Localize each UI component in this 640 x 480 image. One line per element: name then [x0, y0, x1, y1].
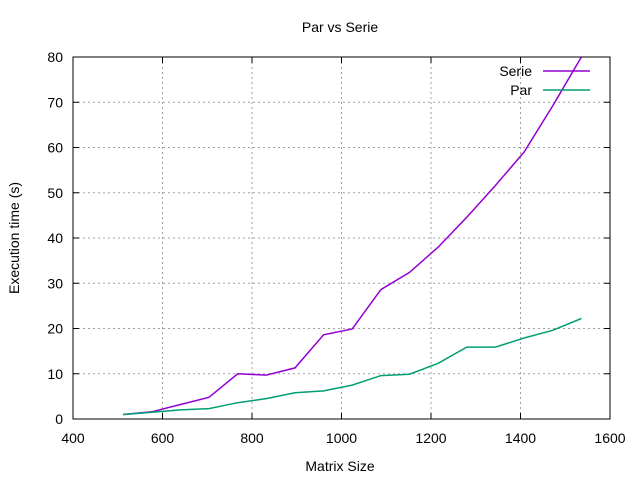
y-tick-label: 30: [47, 275, 63, 291]
y-tick-label: 60: [47, 140, 63, 156]
chart-title: Par vs Serie: [302, 19, 378, 35]
plot-border: [72, 56, 611, 420]
series-line-serie: [123, 56, 583, 416]
y-axis-ticks: 0 10 20 30 40 50 60 70 80: [47, 49, 610, 427]
x-tick-label: 800: [240, 430, 264, 446]
x-tick-label: 1400: [505, 430, 536, 446]
x-axis-ticks: 400 600 800 1000 1200 1400 1600: [61, 57, 626, 446]
legend-label-serie: Serie: [499, 63, 532, 79]
x-axis-label: Matrix Size: [305, 458, 374, 474]
y-tick-label: 10: [47, 366, 63, 382]
x-tick-label: 1200: [415, 430, 446, 446]
series-lines: [123, 56, 583, 416]
series-line-par: [123, 317, 582, 416]
x-tick-label: 600: [151, 430, 175, 446]
grid: [73, 57, 610, 419]
legend: Serie Par: [499, 63, 590, 98]
y-tick-label: 20: [47, 321, 63, 337]
legend-label-par: Par: [510, 82, 532, 98]
x-tick-label: 1600: [594, 430, 625, 446]
y-tick-label: 80: [47, 49, 63, 65]
x-tick-label: 1000: [326, 430, 357, 446]
y-tick-label: 70: [47, 94, 63, 110]
y-tick-label: 50: [47, 185, 63, 201]
y-tick-label: 0: [55, 411, 63, 427]
y-axis-label: Execution time (s): [6, 182, 22, 294]
y-tick-label: 40: [47, 230, 63, 246]
x-tick-label: 400: [61, 430, 85, 446]
